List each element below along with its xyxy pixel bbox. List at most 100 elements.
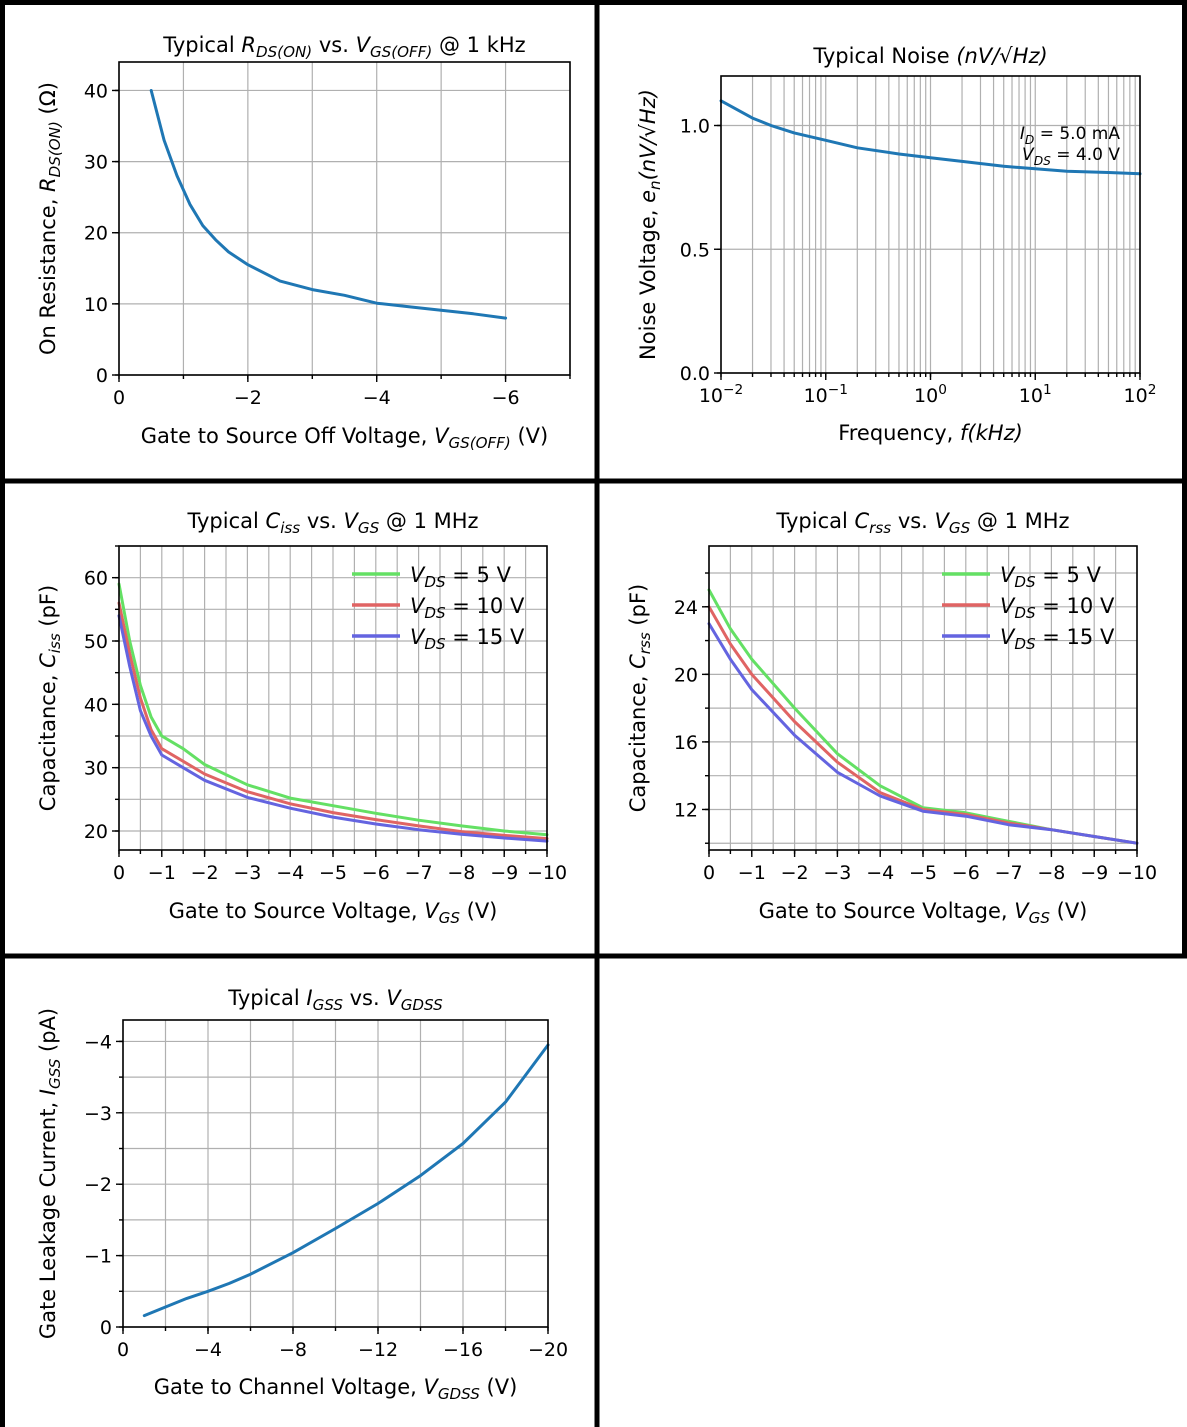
crss-x-axis-label: Gate to Source Voltage, VGS (V) [759, 899, 1088, 927]
x-tick-label: −8 [279, 1339, 307, 1361]
noise-chart: 10−2 10−1 100 101 102 0.0 0.5 1.0 Typical Noise … [636, 44, 1156, 445]
noise-y-axis-label: Noise Voltage, en(nV/√Hz) [636, 89, 664, 360]
x-tick-label: −20 [528, 1339, 568, 1361]
x-tick-label: −12 [358, 1339, 398, 1361]
y-tick-label: −2 [84, 1174, 112, 1196]
x-tick-label: −2 [191, 862, 219, 884]
crss-chart: 0 −1 −2 −3 −4 −5 −6 −7 −8 −9 −10 12 16 20 24 Typical Cr… [626, 509, 1157, 927]
x-tick-label: −9 [490, 862, 518, 884]
noise-series-0-line [719, 99, 1142, 176]
x-tick-label: −5 [319, 862, 347, 884]
x-tick-label: −4 [194, 1339, 222, 1361]
noise-annotation: ID = 5.0 mA [1020, 124, 1120, 147]
crss-series-2-line [707, 622, 1139, 845]
y-tick-label: 0 [96, 365, 108, 387]
noise-grid [720, 76, 1141, 374]
y-tick-label: 20 [84, 223, 108, 245]
ciss-series-2-line [117, 614, 549, 843]
x-tick-label: 10−1 [804, 382, 848, 407]
rdson-y-axis-label: On Resistance, RDS(ON) (Ω) [36, 82, 64, 355]
x-tick-label: −9 [1080, 862, 1108, 884]
rdson-series-0-line [149, 89, 508, 320]
rdson-grid [118, 62, 571, 376]
noise-ticks: 10−2 10−1 100 101 102 0.0 0.5 1.0 [680, 116, 1157, 408]
y-tick-label: 0.0 [680, 363, 710, 385]
x-tick-label: −1 [738, 862, 766, 884]
x-tick-label: −7 [995, 862, 1023, 884]
x-tick-label: 100 [914, 382, 947, 407]
igss-chart: 0 −4 −8 −12 −16 −20 0 −1 −2 −3 −4 Typical IGSS vs. … [36, 986, 568, 1403]
rdson-plot-frame [118, 61, 571, 376]
x-tick-label: 10−2 [699, 382, 743, 407]
igss-series-0-line [142, 1043, 550, 1318]
x-tick-label: 0 [703, 862, 715, 884]
y-tick-label: 30 [84, 152, 108, 174]
ciss-chart: 0 −1 −2 −3 −4 −5 −6 −7 −8 −9 −10 20 30 40 50 60 Typical … [36, 509, 567, 927]
crss-grid [708, 546, 1138, 850]
x-tick-label: −2 [781, 862, 809, 884]
x-tick-label: −1 [148, 862, 176, 884]
igss-x-axis-label: Gate to Channel Voltage, VGDSS (V) [154, 1375, 518, 1403]
x-tick-label: −6 [362, 862, 390, 884]
ciss-legend: VDS = 5 V VDS = 10 V VDS = 15 V [352, 563, 525, 653]
ciss-title: Typical Ciss vs. VGS @ 1 MHz [186, 509, 478, 537]
y-tick-label: 30 [84, 758, 108, 780]
x-tick-label: −6 [492, 387, 520, 409]
crss-y-axis-label: Capacitance, Crss (pF) [626, 584, 654, 812]
noise-x-axis-label: Frequency, f(kHz) [838, 421, 1023, 445]
x-tick-label: −4 [276, 862, 304, 884]
igss-grid [122, 1020, 549, 1328]
x-tick-label: −3 [233, 862, 261, 884]
rdson-x-axis-label: Gate to Source Off Voltage, VGS(OFF) (V) [141, 424, 549, 452]
y-tick-label: 20 [84, 821, 108, 843]
x-tick-label: −4 [866, 862, 894, 884]
x-tick-label: −3 [823, 862, 851, 884]
y-tick-label: 10 [84, 294, 108, 316]
legend-label: VDS = 15 V [410, 625, 525, 653]
y-tick-label: 0.5 [680, 239, 710, 261]
x-tick-label: −2 [234, 387, 262, 409]
x-tick-label: −16 [443, 1339, 483, 1361]
y-tick-label: 12 [674, 799, 698, 821]
y-tick-label: 24 [674, 597, 698, 619]
igss-title: Typical IGSS vs. VGDSS [227, 986, 443, 1014]
ciss-ticks: 0 −1 −2 −3 −4 −5 −6 −7 −8 −9 −10 20 30 40 50 60 [84, 545, 567, 884]
y-tick-label: −3 [84, 1103, 112, 1125]
legend-label: VDS = 10 V [410, 594, 525, 622]
y-tick-label: 60 [84, 568, 108, 590]
x-tick-label: −5 [909, 862, 937, 884]
y-tick-label: −4 [84, 1031, 112, 1053]
x-tick-label: 0 [117, 1339, 129, 1361]
y-tick-label: 40 [84, 694, 108, 716]
rdson-chart: 0 −2 −4 −6 0 10 20 30 40 Typical RDS(ON) vs. VGS(… [36, 33, 571, 452]
x-tick-label: −4 [363, 387, 391, 409]
ciss-x-axis-label: Gate to Source Voltage, VGS (V) [169, 899, 498, 927]
y-tick-label: −1 [84, 1246, 112, 1268]
crss-legend: VDS = 5 V VDS = 10 V VDS = 15 V [942, 563, 1115, 653]
x-tick-label: −8 [1037, 862, 1065, 884]
y-tick-label: 1.0 [680, 116, 710, 138]
x-tick-label: 102 [1124, 382, 1157, 407]
legend-label: VDS = 10 V [1000, 594, 1115, 622]
ciss-series-0-line [117, 582, 549, 837]
legend-label: VDS = 15 V [1000, 625, 1115, 653]
y-tick-label: 16 [674, 732, 698, 754]
y-tick-label: 40 [84, 80, 108, 102]
igss-y-axis-label: Gate Leakage Current, IGSS (pA) [36, 1008, 64, 1339]
igss-ticks: 0 −4 −8 −12 −16 −20 0 −1 −2 −3 −4 [84, 1031, 568, 1361]
y-tick-label: 0 [100, 1317, 112, 1339]
crss-title: Typical Crss vs. VGS @ 1 MHz [775, 509, 1069, 537]
rdson-ticks: 0 −2 −4 −6 0 10 20 30 40 [84, 80, 571, 409]
x-tick-label: −8 [447, 862, 475, 884]
x-tick-label: −6 [952, 862, 980, 884]
ciss-y-axis-label: Capacitance, Ciss (pF) [36, 585, 64, 811]
y-tick-label: 20 [674, 664, 698, 686]
legend-label: VDS = 5 V [410, 563, 512, 591]
rdson-title: Typical RDS(ON) vs. VGS(OFF) @ 1 kHz [162, 33, 525, 61]
x-tick-label: 0 [113, 387, 125, 409]
x-tick-label: −10 [527, 862, 567, 884]
x-tick-label: −10 [1117, 862, 1157, 884]
x-tick-label: 101 [1019, 382, 1052, 407]
